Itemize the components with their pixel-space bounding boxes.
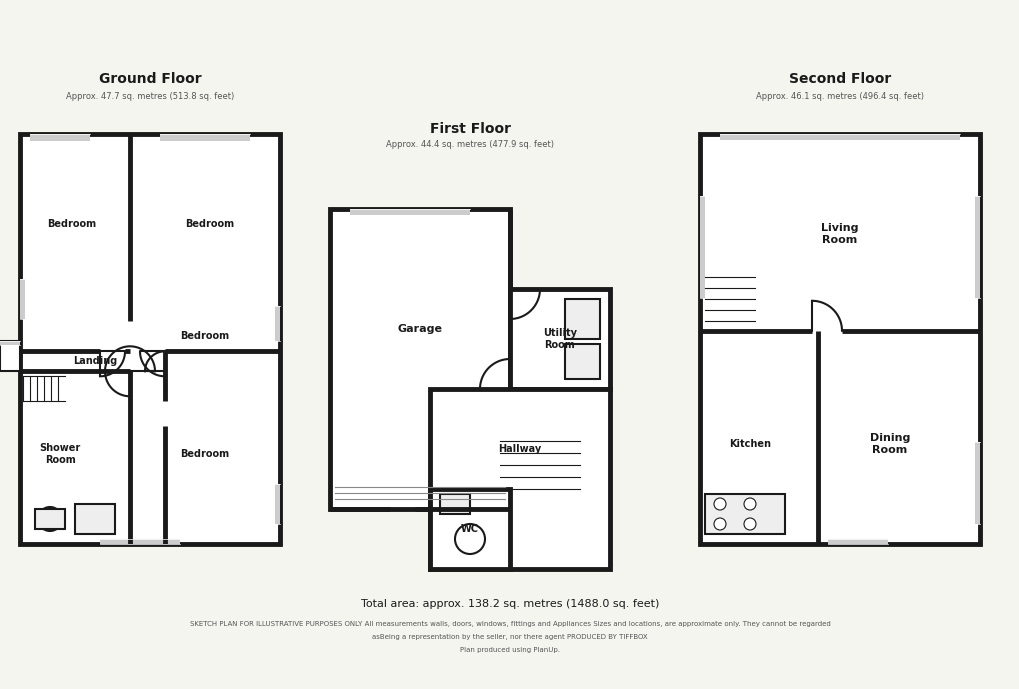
Bar: [330, 209, 510, 509]
Text: Bedroom: Bedroom: [185, 219, 234, 229]
Bar: [30, 134, 90, 141]
Text: Shower
Room: Shower Room: [40, 443, 81, 465]
Bar: [75, 504, 115, 534]
Bar: [719, 134, 959, 140]
Text: Garage: Garage: [397, 324, 442, 334]
Bar: [20, 134, 280, 544]
Bar: [565, 299, 599, 339]
Bar: [275, 307, 280, 341]
Circle shape: [713, 498, 726, 510]
Text: Second Floor: Second Floor: [788, 72, 891, 86]
Text: SKETCH PLAN FOR ILLUSTRATIVE PURPOSES ONLY All measurements walls, doors, window: SKETCH PLAN FOR ILLUSTRATIVE PURPOSES ON…: [190, 621, 829, 627]
Text: Bedroom: Bedroom: [180, 331, 229, 341]
Bar: [430, 489, 510, 569]
Bar: [704, 494, 785, 534]
Bar: [974, 196, 979, 298]
Circle shape: [454, 524, 484, 554]
Text: Landing: Landing: [72, 356, 117, 367]
Bar: [699, 196, 704, 298]
Bar: [565, 344, 599, 379]
Text: asBeing a representation by the seller, nor there agent PRODUCED BY TIFFBOX: asBeing a representation by the seller, …: [372, 634, 647, 640]
Text: Approx. 47.7 sq. metres (513.8 sq. feet): Approx. 47.7 sq. metres (513.8 sq. feet): [66, 92, 234, 101]
Circle shape: [713, 518, 726, 530]
Text: WC: WC: [461, 524, 479, 534]
Text: Ground Floor: Ground Floor: [99, 72, 201, 86]
Text: Plan produced using PlanUp.: Plan produced using PlanUp.: [460, 647, 559, 653]
Text: Approx. 44.4 sq. metres (477.9 sq. feet): Approx. 44.4 sq. metres (477.9 sq. feet): [385, 139, 553, 149]
Bar: [275, 484, 280, 524]
Text: Living
Room: Living Room: [820, 223, 858, 245]
Text: Total area: approx. 138.2 sq. metres (1488.0 sq. feet): Total area: approx. 138.2 sq. metres (14…: [361, 599, 658, 609]
Text: First Floor: First Floor: [429, 122, 510, 136]
Text: Dining
Room: Dining Room: [869, 433, 909, 455]
Circle shape: [743, 518, 755, 530]
Bar: [699, 134, 979, 544]
Circle shape: [743, 498, 755, 510]
Bar: [510, 289, 609, 389]
Bar: [0, 341, 20, 344]
Text: Bedroom: Bedroom: [48, 219, 97, 229]
Bar: [439, 494, 470, 514]
Bar: [20, 278, 25, 318]
Circle shape: [38, 507, 62, 531]
Bar: [430, 389, 609, 569]
Text: Hallway: Hallway: [498, 444, 541, 454]
Bar: [350, 209, 470, 215]
Bar: [826, 539, 887, 544]
Text: Kitchen: Kitchen: [729, 439, 770, 449]
Bar: [0, 341, 20, 371]
Text: Bedroom: Bedroom: [180, 449, 229, 459]
Bar: [100, 539, 179, 544]
Bar: [160, 134, 250, 141]
Bar: [974, 442, 979, 524]
Bar: [35, 509, 65, 529]
Text: Approx. 46.1 sq. metres (496.4 sq. feet): Approx. 46.1 sq. metres (496.4 sq. feet): [755, 92, 923, 101]
Text: Utility
Room: Utility Room: [542, 328, 577, 350]
